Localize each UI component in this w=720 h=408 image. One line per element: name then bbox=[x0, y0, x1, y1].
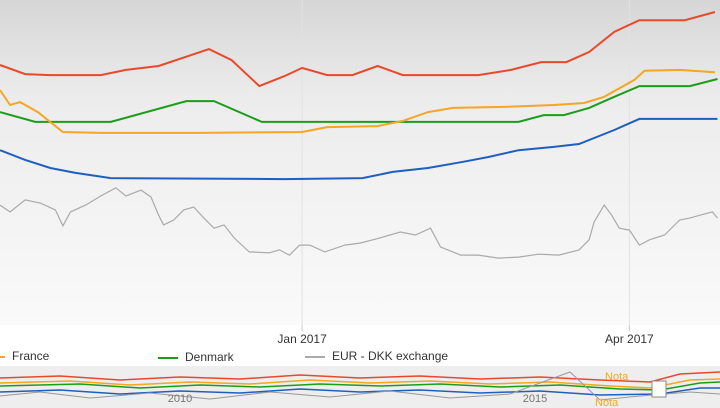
legend-label: EUR - DKK exchange bbox=[332, 349, 448, 363]
legend-label: France bbox=[12, 349, 50, 363]
series-line bbox=[0, 187, 718, 259]
axis-area bbox=[0, 325, 720, 365]
plot bbox=[0, 0, 718, 331]
legend-label: Denmark bbox=[185, 350, 235, 364]
navigator-note: Nota bbox=[595, 397, 619, 408]
x-tick-label: Jan 2017 bbox=[277, 332, 327, 346]
navigator: 2010 2015 Nota Nota bbox=[0, 366, 720, 408]
navigator-note: Nota bbox=[605, 371, 629, 383]
series-line bbox=[0, 78, 718, 123]
navigator-line bbox=[0, 371, 720, 401]
plot-background bbox=[0, 0, 720, 325]
x-tick-label: Apr 2017 bbox=[605, 332, 654, 346]
navigator-label: 2010 bbox=[168, 393, 192, 405]
navigator-handle[interactable] bbox=[651, 380, 667, 398]
navigator-line bbox=[0, 378, 720, 389]
navigator-label: 2015 bbox=[523, 393, 547, 405]
series-line bbox=[0, 117, 718, 181]
navigator-line bbox=[0, 371, 720, 383]
series-line bbox=[0, 11, 716, 88]
legend: France Denmark EUR - DKK exchange bbox=[0, 349, 448, 364]
series-line bbox=[0, 68, 716, 134]
